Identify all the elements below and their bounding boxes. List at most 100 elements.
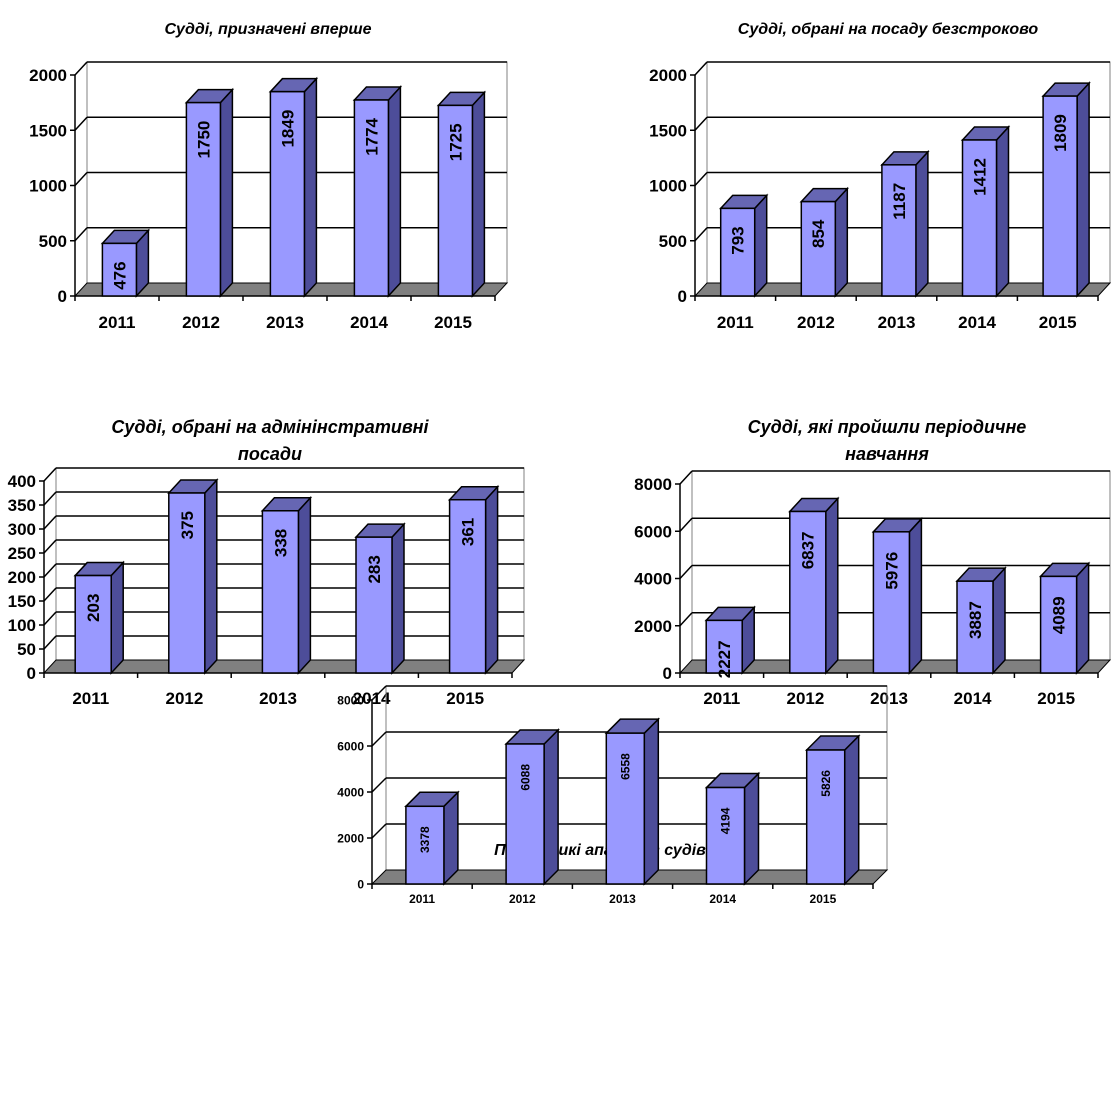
chart-title: Судді, обрані на посаду безстроково (738, 21, 1039, 38)
x-tick-label: 2012 (182, 313, 220, 332)
chart-title: посади (238, 444, 302, 464)
gridline (694, 61, 708, 76)
gridline (694, 171, 708, 187)
data-label: 5976 (882, 552, 901, 590)
x-tick-label: 2014 (350, 313, 388, 332)
bar-2011 (404, 790, 460, 886)
data-label: 1187 (890, 183, 909, 220)
bar-2014 (704, 771, 761, 886)
bar-2012 (788, 496, 840, 675)
x-tick-label: 2011 (409, 892, 435, 906)
bar-front (1042, 95, 1078, 297)
bar-front (956, 580, 994, 674)
bar-2011 (73, 560, 125, 675)
y-tick-label: 350 (8, 496, 36, 515)
data-label: 6088 (518, 764, 532, 791)
bar-2015 (1041, 81, 1091, 298)
gridline (679, 564, 693, 580)
gridline (43, 467, 57, 482)
bar-front (168, 492, 206, 674)
bar-2013 (871, 516, 924, 675)
x-tick-label: 2012 (165, 689, 203, 708)
bar-front (719, 207, 756, 297)
x-tick-label: 2014 (353, 689, 391, 708)
bar-front (705, 786, 746, 885)
bar-front (605, 732, 646, 885)
y-tick-label: 0 (357, 877, 364, 891)
bar-2015 (804, 734, 861, 886)
bar-2015 (447, 484, 500, 675)
x-tick-label: 2013 (878, 313, 916, 332)
data-label: 1774 (362, 117, 381, 155)
bar-2011 (100, 228, 151, 298)
data-label: 4194 (719, 807, 733, 834)
x-tick-label: 2012 (509, 892, 536, 906)
bar-2012 (799, 186, 850, 298)
gridline (679, 517, 693, 532)
bar-front (800, 200, 837, 297)
y-tick-label: 1500 (29, 121, 67, 140)
gridline (694, 116, 708, 131)
x-tick-label: 2014 (958, 313, 996, 332)
y-tick-label: 4000 (634, 570, 672, 589)
bar-side (543, 728, 559, 886)
x-tick-label: 2014 (709, 892, 736, 906)
y-tick-label: 4000 (337, 785, 364, 799)
data-label: 1809 (1051, 114, 1070, 152)
bar-2011 (718, 193, 769, 298)
x-tick-label: 2015 (1037, 689, 1075, 708)
bar-front (437, 104, 474, 297)
gridline (371, 823, 387, 839)
gridline (74, 116, 88, 131)
bar-2014 (354, 522, 406, 675)
bar-front (269, 90, 306, 297)
bar-2015 (436, 90, 487, 298)
gridline (679, 612, 693, 627)
bar-front (881, 164, 917, 297)
bar-front (261, 510, 300, 674)
y-tick-label: 8000 (634, 475, 672, 494)
y-tick-label: 6000 (337, 739, 364, 753)
bar-2013 (880, 149, 930, 298)
bar-front (448, 498, 487, 674)
y-tick-label: 150 (8, 592, 36, 611)
bar-front (961, 139, 998, 297)
y-tick-label: 100 (8, 616, 36, 635)
y-tick-label: 50 (17, 640, 36, 659)
gridline (371, 731, 387, 747)
bar-2012 (504, 728, 560, 886)
x-tick-label: 2011 (703, 689, 740, 708)
data-label: 3887 (966, 601, 985, 639)
gridline (74, 227, 88, 242)
x-tick-label: 2015 (1039, 313, 1077, 332)
gridline (43, 635, 57, 650)
gridline (43, 611, 57, 626)
y-tick-label: 1500 (649, 121, 687, 140)
gridline (43, 563, 57, 578)
gridline (43, 539, 57, 554)
gridline (371, 685, 387, 701)
bar-2013 (604, 717, 661, 886)
y-tick-label: 2000 (634, 617, 672, 636)
bar-2015 (1038, 561, 1091, 675)
bar-2013 (268, 76, 319, 298)
bar-2012 (167, 478, 219, 675)
chart-title: Судді, призначені вперше (164, 21, 371, 38)
x-tick-label: 2015 (434, 313, 472, 332)
y-tick-label: 200 (8, 568, 36, 587)
gridline (371, 777, 387, 793)
bar-front (705, 619, 743, 674)
x-tick-label: 2011 (72, 689, 109, 708)
y-tick-label: 500 (659, 232, 687, 251)
x-tick-label: 2015 (446, 689, 484, 708)
x-tick-label: 2014 (954, 689, 992, 708)
bar-front (505, 743, 545, 885)
bar-front (74, 574, 112, 674)
data-label: 6558 (619, 753, 633, 780)
data-label: 6837 (799, 531, 818, 569)
bar-front (789, 510, 827, 674)
